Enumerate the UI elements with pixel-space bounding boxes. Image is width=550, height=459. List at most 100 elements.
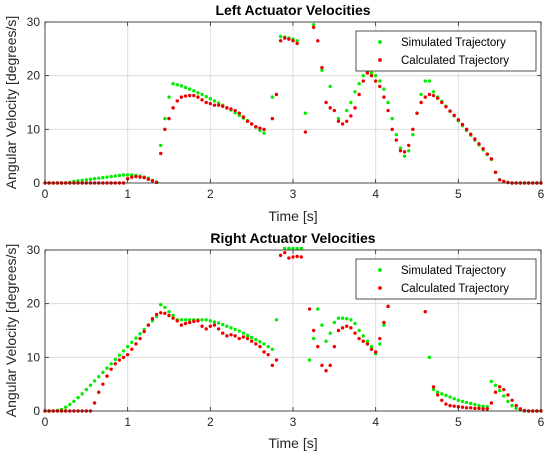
data-point xyxy=(183,318,188,322)
data-point xyxy=(101,382,105,386)
data-point xyxy=(382,87,386,91)
data-point xyxy=(187,318,192,322)
data-point xyxy=(481,404,485,408)
y-tick-label: 0 xyxy=(33,176,40,190)
x-tick-label: 1 xyxy=(124,187,131,201)
x-tick-label: 6 xyxy=(538,415,545,429)
data-point xyxy=(113,362,117,366)
x-tick-label: 4 xyxy=(372,187,379,201)
data-point xyxy=(369,344,374,349)
x-tick-label: 3 xyxy=(290,187,297,201)
data-point xyxy=(299,246,303,251)
data-point xyxy=(159,151,163,156)
data-point xyxy=(204,318,208,322)
legend-box xyxy=(355,258,537,300)
chart-title: Right Actuator Velocities xyxy=(210,230,375,246)
legend-marker xyxy=(378,286,382,290)
data-point xyxy=(464,400,469,405)
data-point xyxy=(105,175,109,179)
data-point xyxy=(345,108,349,113)
data-point xyxy=(473,406,477,411)
data-point xyxy=(349,100,353,105)
data-point xyxy=(506,180,510,185)
data-point xyxy=(469,401,473,406)
data-point xyxy=(225,324,229,328)
data-point xyxy=(378,336,382,341)
data-point xyxy=(101,370,105,375)
data-point xyxy=(510,398,514,402)
data-point xyxy=(320,363,324,368)
data-point xyxy=(117,173,122,178)
data-point xyxy=(171,82,175,86)
data-point xyxy=(187,320,192,325)
x-tick-label: 0 xyxy=(42,187,49,201)
data-point xyxy=(402,150,407,154)
data-point xyxy=(212,323,217,327)
data-point xyxy=(485,407,489,411)
data-point xyxy=(316,307,320,311)
data-point xyxy=(237,336,241,341)
data-point xyxy=(386,304,390,309)
legend-marker xyxy=(378,58,382,62)
legend-marker xyxy=(378,268,382,272)
data-point xyxy=(192,93,196,98)
data-point xyxy=(159,303,163,307)
data-point xyxy=(336,119,341,123)
data-point xyxy=(287,37,291,41)
data-point xyxy=(311,336,316,341)
data-point xyxy=(369,73,374,78)
data-point xyxy=(303,130,308,134)
data-point xyxy=(353,106,357,110)
data-point xyxy=(493,390,498,394)
data-point xyxy=(320,323,324,327)
data-point xyxy=(146,177,151,181)
data-point xyxy=(283,246,287,251)
data-point xyxy=(448,109,452,113)
data-point xyxy=(179,318,184,322)
data-point xyxy=(167,310,171,314)
data-point xyxy=(167,116,171,121)
data-point xyxy=(154,312,159,317)
data-point xyxy=(262,342,266,346)
data-point xyxy=(245,333,250,338)
chart-panel-2: 0 1 2 3 4 5 6 0 10 20 30 Right Actuator Velocities T… xyxy=(3,230,545,451)
data-point xyxy=(270,116,275,121)
data-point xyxy=(295,254,299,259)
data-point xyxy=(398,149,403,153)
data-point xyxy=(146,323,151,327)
data-point xyxy=(138,336,142,341)
data-point xyxy=(328,331,332,335)
data-point xyxy=(208,324,213,328)
data-point xyxy=(311,22,316,27)
data-point xyxy=(311,25,316,30)
data-point xyxy=(357,336,361,341)
data-point xyxy=(113,174,117,178)
data-point xyxy=(456,405,461,409)
data-point xyxy=(378,342,382,346)
data-point xyxy=(175,83,179,87)
data-point xyxy=(456,117,461,122)
legend-label: Calculated Trajectory xyxy=(401,283,509,295)
legend: Simulated Trajectory Calculated Trajector… xyxy=(355,30,537,72)
data-point xyxy=(233,108,237,113)
data-point xyxy=(423,310,427,314)
data-point xyxy=(200,92,204,97)
data-point xyxy=(266,352,270,357)
data-point xyxy=(311,328,316,333)
data-point xyxy=(179,95,184,99)
data-point xyxy=(365,339,370,343)
data-point xyxy=(258,344,262,349)
data-point xyxy=(159,143,163,148)
data-point xyxy=(109,367,113,371)
data-point xyxy=(229,107,233,111)
data-point xyxy=(212,320,217,324)
data-point xyxy=(97,374,101,379)
data-point xyxy=(316,39,320,43)
data-point xyxy=(394,138,399,142)
data-point xyxy=(460,399,465,404)
data-point xyxy=(258,340,262,344)
data-point xyxy=(237,329,241,333)
data-point xyxy=(336,316,341,320)
data-point xyxy=(171,316,175,320)
